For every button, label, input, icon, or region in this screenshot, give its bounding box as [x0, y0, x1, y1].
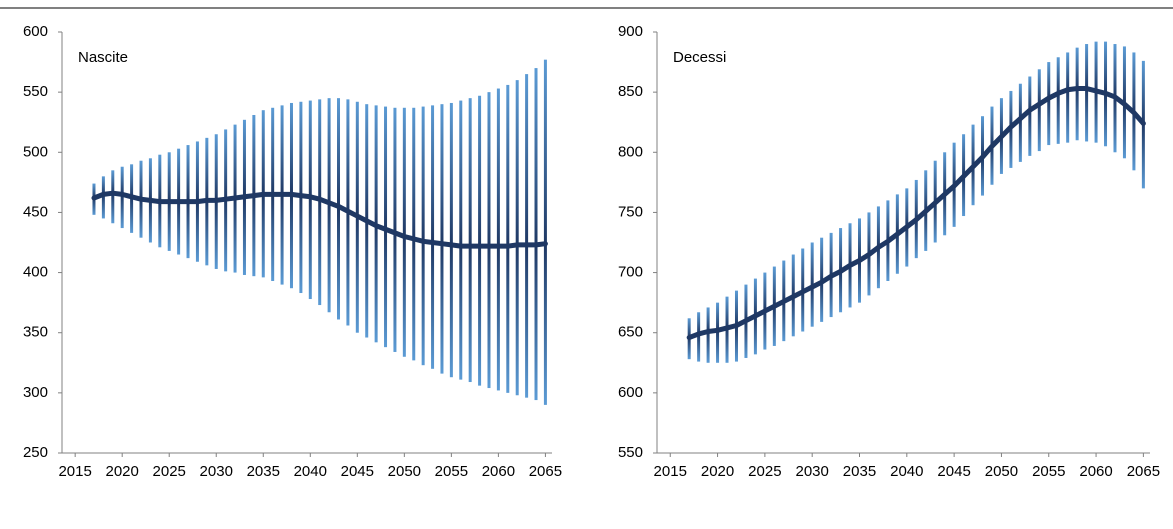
x-tick-label: 2030 [795, 463, 828, 480]
y-tick-label: 400 [23, 264, 48, 281]
range-bar [1085, 44, 1089, 142]
x-tick-label: 2060 [482, 463, 515, 480]
range-bar [496, 88, 500, 391]
x-tick-label: 2055 [1032, 463, 1065, 480]
x-tick-label: 2065 [1127, 463, 1160, 480]
y-tick-label: 750 [618, 203, 643, 220]
x-tick-label: 2020 [106, 463, 139, 480]
range-bar [412, 107, 416, 361]
range-bar [440, 104, 444, 374]
range-bar [421, 106, 425, 366]
range-bar [431, 105, 435, 369]
y-tick-label: 600 [618, 384, 643, 401]
x-tick-label: 2020 [701, 463, 734, 480]
range-bar [506, 84, 510, 393]
x-tick-label: 2025 [748, 463, 781, 480]
y-tick-label: 850 [618, 83, 643, 100]
x-tick-label: 2015 [654, 463, 687, 480]
range-bar [1018, 83, 1022, 162]
median-line [686, 86, 1146, 341]
y-tick-label: 550 [23, 83, 48, 100]
y-tick-label: 900 [618, 23, 643, 40]
x-tick-label: 2035 [843, 463, 876, 480]
range-bar [525, 74, 529, 398]
range-bar [1056, 57, 1060, 144]
range-bar [1047, 62, 1051, 146]
range-bar [1066, 52, 1070, 143]
x-tick-label: 2050 [388, 463, 421, 480]
range-bar [449, 102, 453, 378]
range-bar [111, 170, 115, 224]
range-bar [393, 107, 397, 352]
panel-title: Decessi [673, 49, 726, 66]
range-bar [459, 100, 463, 380]
range-bar [308, 100, 312, 300]
y-tick-label: 600 [23, 23, 48, 40]
y-tick-label: 700 [618, 264, 643, 281]
x-tick-label: 2035 [247, 463, 280, 480]
x-tick-label: 2040 [890, 463, 923, 480]
y-tick-label: 300 [23, 384, 48, 401]
range-bar [534, 68, 538, 401]
y-tick-label: 250 [23, 444, 48, 461]
range-bar [543, 59, 547, 405]
median-line [91, 190, 548, 249]
range-bar [318, 99, 322, 306]
range-bar [101, 176, 105, 219]
range-bar [706, 307, 710, 363]
range-bar [478, 95, 482, 386]
range-bar [1028, 76, 1032, 156]
x-tick-label: 2055 [435, 463, 468, 480]
x-tick-label: 2040 [294, 463, 327, 480]
range-bar [468, 98, 472, 383]
range-bar [487, 92, 491, 389]
y-tick-label: 350 [23, 324, 48, 341]
panel-title: Nascite [78, 49, 128, 66]
y-tick-label: 450 [23, 203, 48, 220]
range-bar [1075, 47, 1079, 141]
y-tick-label: 800 [618, 143, 643, 160]
y-tick-label: 500 [23, 143, 48, 160]
x-tick-label: 2045 [937, 463, 970, 480]
x-tick-label: 2060 [1079, 463, 1112, 480]
x-tick-label: 2025 [153, 463, 186, 480]
range-bar [697, 312, 701, 362]
range-bar [1037, 69, 1041, 152]
x-tick-label: 2065 [529, 463, 562, 480]
x-tick-label: 2050 [985, 463, 1018, 480]
x-tick-label: 2030 [200, 463, 233, 480]
range-bar [120, 166, 124, 229]
x-tick-label: 2015 [58, 463, 91, 480]
range-bar [402, 107, 406, 357]
range-bar [515, 80, 519, 396]
y-tick-label: 650 [618, 324, 643, 341]
x-tick-label: 2045 [341, 463, 374, 480]
y-tick-label: 550 [618, 444, 643, 461]
